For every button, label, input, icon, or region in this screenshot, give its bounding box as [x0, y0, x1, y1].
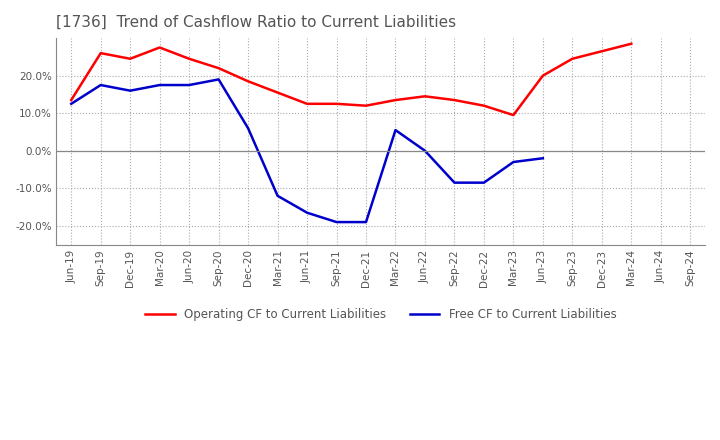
Operating CF to Current Liabilities — [450, 97, 459, 103]
Operating CF to Current Liabilities — [302, 101, 311, 106]
Free CF to Current Liabilities — [185, 82, 194, 88]
Free CF to Current Liabilities — [391, 128, 400, 133]
Free CF to Current Liabilities — [67, 101, 76, 106]
Operating CF to Current Liabilities — [568, 56, 577, 62]
Free CF to Current Liabilities — [361, 220, 370, 225]
Free CF to Current Liabilities — [480, 180, 488, 185]
Operating CF to Current Liabilities — [480, 103, 488, 108]
Line: Free CF to Current Liabilities: Free CF to Current Liabilities — [71, 79, 543, 222]
Operating CF to Current Liabilities — [598, 48, 606, 54]
Operating CF to Current Liabilities — [156, 45, 164, 50]
Operating CF to Current Liabilities — [361, 103, 370, 108]
Operating CF to Current Liabilities — [391, 97, 400, 103]
Free CF to Current Liabilities — [156, 82, 164, 88]
Free CF to Current Liabilities — [274, 193, 282, 198]
Free CF to Current Liabilities — [420, 148, 429, 154]
Line: Operating CF to Current Liabilities: Operating CF to Current Liabilities — [71, 44, 631, 115]
Text: [1736]  Trend of Cashflow Ratio to Current Liabilities: [1736] Trend of Cashflow Ratio to Curren… — [56, 15, 456, 30]
Operating CF to Current Liabilities — [539, 73, 547, 78]
Free CF to Current Liabilities — [126, 88, 135, 93]
Free CF to Current Liabilities — [332, 220, 341, 225]
Operating CF to Current Liabilities — [332, 101, 341, 106]
Free CF to Current Liabilities — [509, 159, 518, 165]
Free CF to Current Liabilities — [215, 77, 223, 82]
Operating CF to Current Liabilities — [420, 94, 429, 99]
Free CF to Current Liabilities — [302, 210, 311, 215]
Operating CF to Current Liabilities — [185, 56, 194, 62]
Legend: Operating CF to Current Liabilities, Free CF to Current Liabilities: Operating CF to Current Liabilities, Fre… — [140, 303, 621, 326]
Free CF to Current Liabilities — [96, 82, 105, 88]
Operating CF to Current Liabilities — [509, 113, 518, 118]
Operating CF to Current Liabilities — [215, 66, 223, 71]
Operating CF to Current Liabilities — [126, 56, 135, 62]
Operating CF to Current Liabilities — [67, 97, 76, 103]
Operating CF to Current Liabilities — [244, 79, 253, 84]
Free CF to Current Liabilities — [450, 180, 459, 185]
Operating CF to Current Liabilities — [274, 90, 282, 95]
Free CF to Current Liabilities — [244, 125, 253, 131]
Operating CF to Current Liabilities — [627, 41, 636, 46]
Operating CF to Current Liabilities — [96, 51, 105, 56]
Free CF to Current Liabilities — [539, 156, 547, 161]
